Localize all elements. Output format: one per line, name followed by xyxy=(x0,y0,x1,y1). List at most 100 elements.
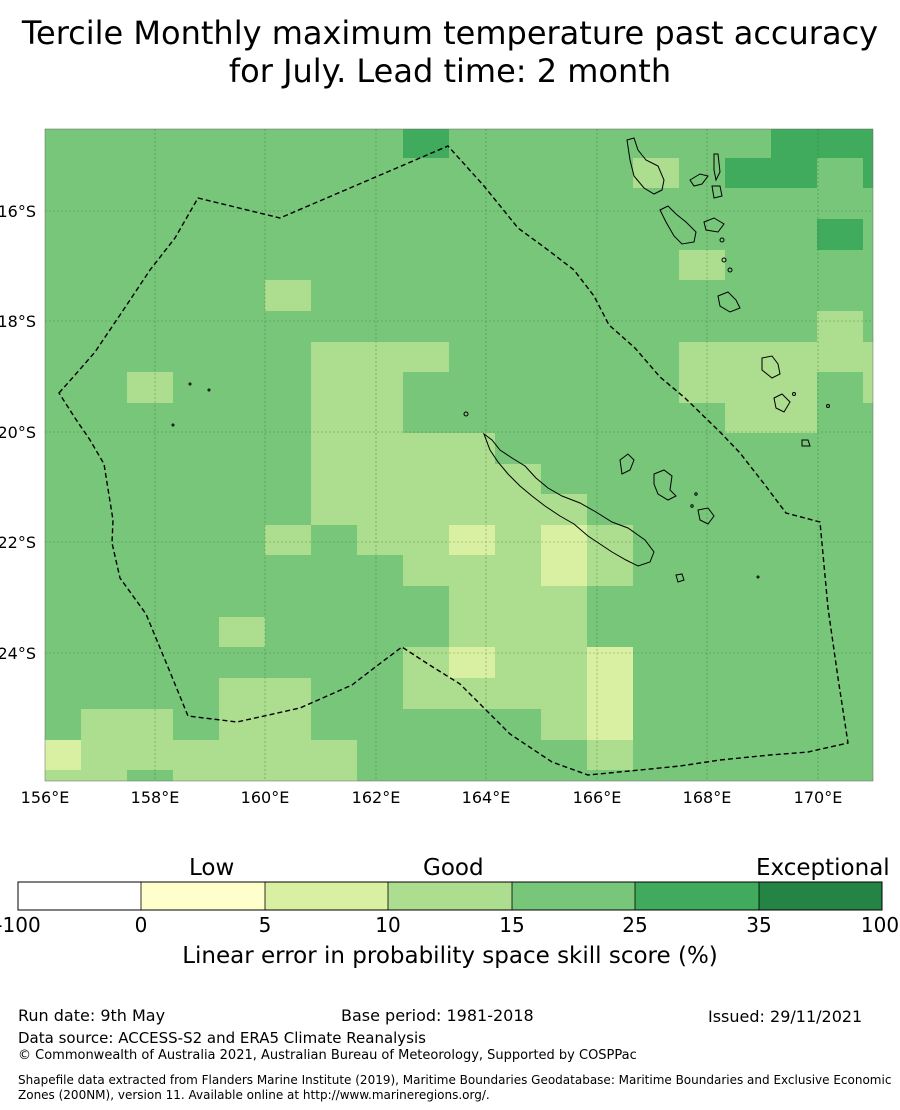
colorbar-segment xyxy=(18,882,141,910)
legend-low-label: Low xyxy=(189,855,235,881)
small-island xyxy=(690,504,694,508)
lon-label: 160°E xyxy=(241,788,290,807)
map-frame xyxy=(44,128,874,782)
small-island xyxy=(463,411,469,417)
grid-cell xyxy=(127,372,173,403)
legend-exceptional-label: Exceptional xyxy=(756,855,890,881)
lat-label: 24°S xyxy=(0,644,36,663)
vanuatu-island xyxy=(703,217,725,233)
lat-label: 16°S xyxy=(0,202,36,221)
grid-cell xyxy=(403,555,449,586)
eez-boundary xyxy=(58,145,849,776)
grid-cell xyxy=(403,433,495,525)
colorbar-tick: 100 xyxy=(860,913,900,937)
shapefile-credit: Shapefile data extracted from Flanders M… xyxy=(18,1073,892,1102)
lon-label: 158°E xyxy=(131,788,180,807)
vanuatu-island xyxy=(713,153,721,182)
grid-cell xyxy=(495,525,541,586)
base-period: Base period: 1981-2018 xyxy=(341,1006,534,1025)
small-island xyxy=(727,267,733,273)
lon-label: 162°E xyxy=(352,788,401,807)
grid-cell xyxy=(817,311,863,342)
grid-cell xyxy=(403,129,449,158)
small-island xyxy=(721,257,727,263)
lon-label: 168°E xyxy=(683,788,732,807)
graticule xyxy=(45,129,873,781)
colorbar xyxy=(17,881,883,911)
grid-cell xyxy=(587,740,633,770)
small-island xyxy=(207,388,211,392)
colorbar-tick: 0 xyxy=(134,913,148,937)
grid-cell xyxy=(265,280,311,311)
small-island xyxy=(792,392,796,396)
grid-cell xyxy=(771,129,873,158)
small-island xyxy=(171,423,175,427)
lon-label: 170°E xyxy=(794,788,843,807)
grid-cell xyxy=(449,555,495,647)
small-island xyxy=(756,575,760,579)
colorbar-outline xyxy=(17,881,883,911)
loyalty-island xyxy=(653,469,677,501)
loyalty-island xyxy=(619,453,635,475)
colorbar-tick: 5 xyxy=(258,913,272,937)
grid-cell xyxy=(587,647,633,740)
grid-cell xyxy=(495,586,587,709)
small-island xyxy=(826,404,830,408)
vanuatu-island xyxy=(689,173,709,187)
skill-score-grid xyxy=(45,129,873,781)
grid-cell xyxy=(403,647,449,709)
lat-label: 20°S xyxy=(0,423,36,442)
grid-cell xyxy=(449,525,495,555)
colorbar-segment xyxy=(635,882,759,910)
grid-cell xyxy=(45,770,127,781)
grid-cell xyxy=(311,342,449,372)
latitude-labels: 16°S 18°S 20°S 22°S 24°S xyxy=(0,202,36,663)
grid-cell xyxy=(541,709,587,740)
colorbar-segment xyxy=(265,882,388,910)
vanuatu-island xyxy=(626,137,665,195)
grid-cell xyxy=(679,250,725,280)
colorbar-title: Linear error in probability space skill … xyxy=(182,943,718,969)
lat-label: 22°S xyxy=(0,533,36,552)
run-date: Run date: 9th May xyxy=(18,1006,166,1025)
small-island xyxy=(719,237,725,243)
grid-cell xyxy=(81,740,357,770)
lon-label: 164°E xyxy=(462,788,511,807)
grid-cell xyxy=(311,372,403,525)
colorbar-tick: 25 xyxy=(622,913,648,937)
grid-cell xyxy=(495,464,541,525)
grid-cell xyxy=(587,525,633,586)
grid-cell xyxy=(725,158,817,188)
issued-date: Issued: 29/11/2021 xyxy=(708,1007,863,1026)
isle-of-pines xyxy=(675,573,685,583)
lat-label: 18°S xyxy=(0,312,36,331)
small-island xyxy=(188,382,192,386)
title-line-1: Tercile Monthly maximum temperature past… xyxy=(21,14,879,52)
grid-cell xyxy=(633,158,679,188)
grid-cell xyxy=(357,525,449,555)
colorbar-segment xyxy=(759,882,882,910)
grid-cell xyxy=(541,494,587,525)
loyalty-island xyxy=(697,507,715,525)
grid-cell xyxy=(45,740,81,770)
vanuatu-island xyxy=(711,185,723,199)
small-island xyxy=(694,492,698,496)
coastlines xyxy=(171,137,830,583)
grid-cell xyxy=(817,342,873,372)
title-line-2: for July. Lead time: 2 month xyxy=(228,52,672,90)
grid-cell xyxy=(449,678,495,709)
grid-cell xyxy=(449,647,495,678)
grid-cell xyxy=(265,525,311,555)
small-island xyxy=(801,439,811,447)
grid-cell xyxy=(679,342,817,403)
vanuatu-island xyxy=(773,393,791,413)
grid-cell xyxy=(541,525,587,586)
grid-cell xyxy=(81,709,173,740)
grid-cell xyxy=(173,770,357,781)
grid-cell xyxy=(817,219,863,250)
lon-label: 166°E xyxy=(573,788,622,807)
new-caledonia-coastline xyxy=(482,432,655,567)
lon-label: 156°E xyxy=(21,788,70,807)
colorbar-tick: 35 xyxy=(746,913,772,937)
